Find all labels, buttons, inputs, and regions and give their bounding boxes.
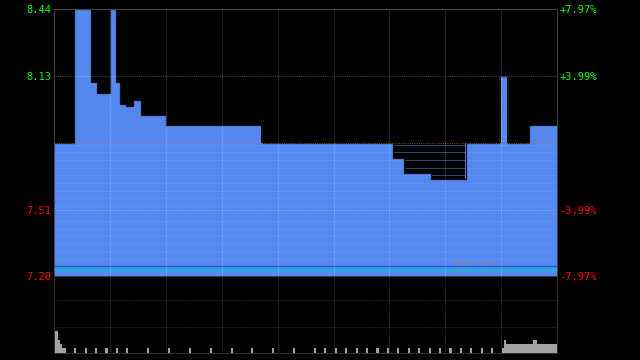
Bar — [525, 344, 527, 353]
Bar — [514, 344, 516, 353]
Bar — [61, 348, 64, 353]
Bar — [539, 344, 541, 353]
Bar — [516, 344, 518, 353]
Bar — [345, 348, 348, 353]
Bar — [502, 348, 504, 353]
Bar — [529, 344, 531, 353]
Bar — [366, 348, 368, 353]
Bar — [58, 340, 60, 353]
Bar — [126, 348, 129, 353]
Bar — [504, 340, 506, 353]
Bar — [293, 348, 295, 353]
Text: sina.com: sina.com — [451, 259, 494, 268]
Bar — [550, 344, 552, 353]
Bar — [60, 344, 61, 353]
Bar — [481, 348, 483, 353]
Bar — [356, 348, 358, 353]
Bar — [520, 344, 522, 353]
Bar — [541, 344, 543, 353]
Bar — [552, 344, 554, 353]
Bar — [418, 348, 420, 353]
Bar — [510, 344, 512, 353]
Bar — [106, 348, 108, 353]
Bar — [543, 344, 545, 353]
Bar — [56, 331, 58, 353]
Bar — [533, 340, 535, 353]
Bar — [508, 344, 510, 353]
Bar — [527, 344, 529, 353]
Bar — [556, 344, 558, 353]
Bar — [547, 344, 550, 353]
Bar — [408, 348, 410, 353]
Bar — [491, 348, 493, 353]
Bar — [84, 348, 86, 353]
Bar — [272, 348, 275, 353]
Bar — [535, 340, 537, 353]
Bar — [429, 348, 431, 353]
Bar — [147, 348, 149, 353]
Bar — [449, 348, 452, 353]
Bar — [95, 348, 97, 353]
Bar — [554, 344, 556, 353]
Bar — [506, 344, 508, 353]
Bar — [189, 348, 191, 353]
Bar — [545, 344, 547, 353]
Bar — [387, 348, 389, 353]
Bar — [210, 348, 212, 353]
Bar — [470, 348, 472, 353]
Bar — [397, 348, 399, 353]
Bar — [116, 348, 118, 353]
Bar — [522, 344, 525, 353]
Bar — [168, 348, 170, 353]
Bar — [335, 348, 337, 353]
Bar — [531, 344, 533, 353]
Bar — [518, 344, 520, 353]
Bar — [439, 348, 441, 353]
Bar — [324, 348, 326, 353]
Bar — [64, 348, 66, 353]
Bar — [460, 348, 462, 353]
Bar — [376, 348, 379, 353]
Bar — [512, 344, 514, 353]
Bar — [314, 348, 316, 353]
Bar — [252, 348, 253, 353]
Bar — [74, 348, 76, 353]
Bar — [537, 344, 539, 353]
Bar — [230, 348, 232, 353]
